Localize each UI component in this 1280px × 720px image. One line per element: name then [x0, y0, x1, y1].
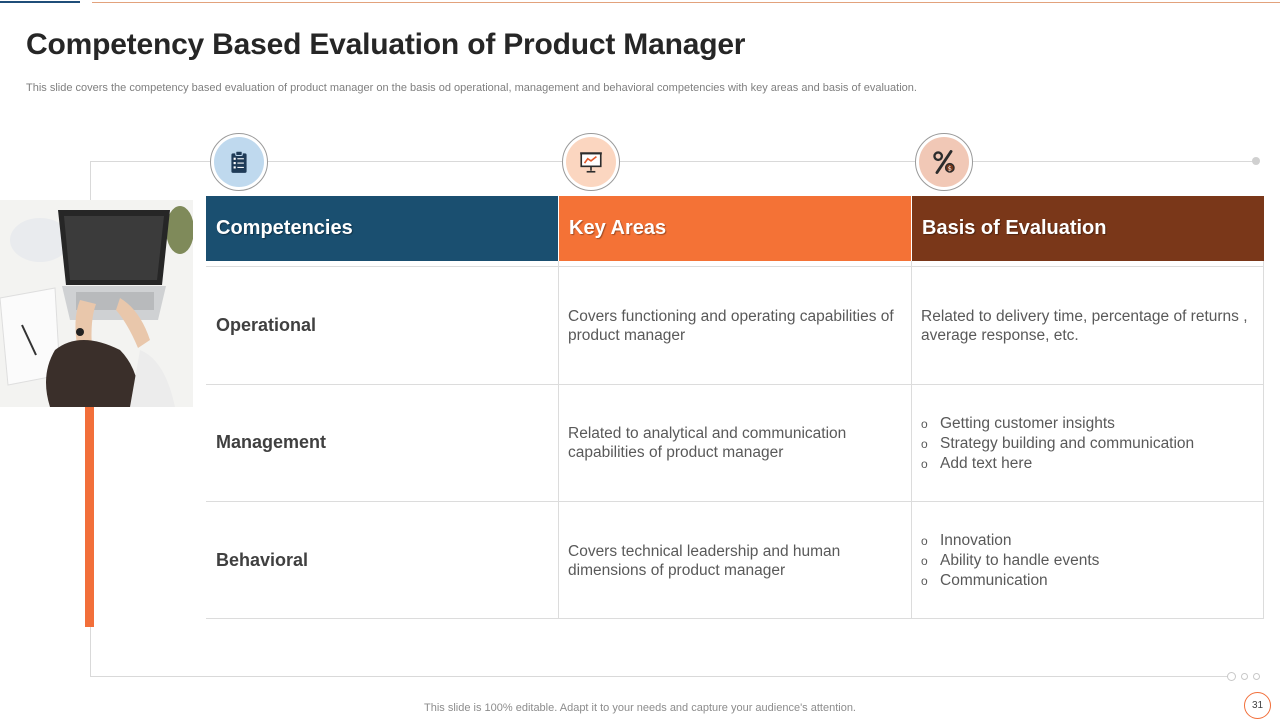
orange-accent-bar — [85, 405, 94, 627]
decorative-dots — [1227, 672, 1260, 681]
top-accent-line — [0, 1, 80, 3]
list-item: o Getting customer insights — [921, 415, 1115, 432]
clipboard-checklist-icon — [231, 150, 247, 173]
row-divider — [206, 384, 1264, 385]
svg-text:$: $ — [948, 164, 952, 172]
row-divider — [206, 266, 1264, 267]
presentation-chart-icon — [580, 152, 602, 173]
row-label-management: Management — [216, 432, 327, 452]
top-divider-line — [92, 2, 1280, 3]
frame-line-bottom — [90, 676, 1230, 677]
list-item: o Communication — [921, 572, 1048, 589]
laptop-desk-photo — [0, 200, 193, 407]
list-item: o Strategy building and communication — [921, 435, 1195, 452]
evaluation-management-list: o Getting customer insights o Strategy bui… — [921, 414, 1256, 474]
evaluation-icon-badge: $ — [915, 133, 973, 191]
list-item: o Innovation — [921, 532, 1012, 549]
frame-end-dot — [1252, 157, 1260, 165]
competencies-icon-badge — [210, 133, 268, 191]
list-item: o Ability to handle events — [921, 552, 1100, 569]
key-area-management: Related to analytical and communication … — [568, 425, 847, 461]
key-area-operational: Covers functioning and operating capabil… — [568, 308, 894, 344]
column-divider — [558, 261, 559, 619]
row-label-behavioral: Behavioral — [216, 550, 309, 570]
key-areas-icon-badge — [562, 133, 620, 191]
page-number-badge: 31 — [1244, 692, 1271, 719]
frame-line-top — [90, 161, 1256, 162]
header-key-areas: Key Areas — [559, 196, 911, 261]
slide-title: Competency Based Evaluation of Product M… — [26, 28, 746, 61]
header-competencies: Competencies — [206, 196, 558, 261]
list-item: o Add text here — [921, 455, 1033, 472]
row-divider — [206, 618, 1264, 619]
row-label-operational: Operational — [216, 315, 317, 335]
slide-footer-note: This slide is 100% editable. Adapt it to… — [424, 702, 856, 714]
percent-icon: $ — [933, 150, 955, 174]
column-divider — [1263, 261, 1264, 619]
column-divider — [911, 261, 912, 619]
row-divider — [206, 501, 1264, 502]
key-area-behavioral: Covers technical leadership and human di… — [568, 543, 841, 579]
slide-subtitle: This slide covers the competency based e… — [26, 82, 917, 94]
header-basis-of-evaluation: Basis of Evaluation — [912, 196, 1264, 261]
evaluation-operational: Related to delivery time, percentage of … — [921, 308, 1248, 344]
